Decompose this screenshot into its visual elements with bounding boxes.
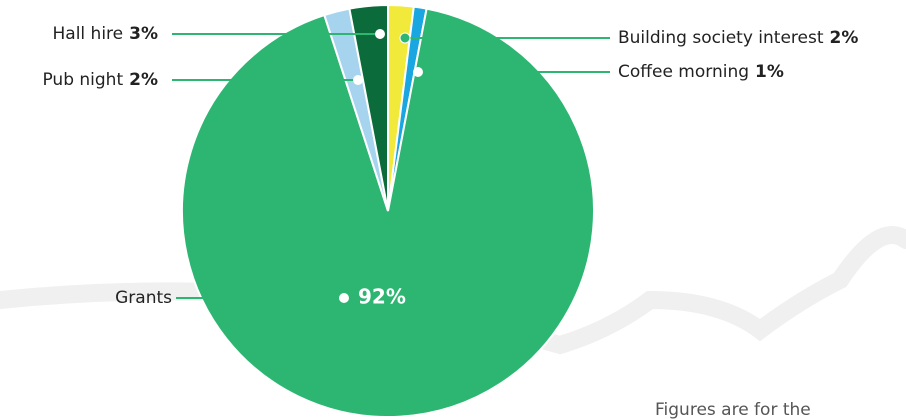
leader-dot xyxy=(375,29,385,39)
leader-dot xyxy=(413,67,423,77)
slice-label: Coffee morning 1% xyxy=(618,62,784,82)
value-label: 3% xyxy=(129,24,158,44)
leader-dot xyxy=(339,293,349,303)
value-label: 1% xyxy=(755,62,784,82)
leader-dot xyxy=(353,75,363,85)
slice-label: Pub night 2% xyxy=(42,70,158,90)
slice-label: Hall hire 3% xyxy=(53,24,159,44)
category-name: Pub night xyxy=(42,70,123,90)
value-label: 92% xyxy=(358,285,406,309)
category-name: Building society interest xyxy=(618,28,824,48)
pie-slice xyxy=(348,3,389,212)
slice-label: Building society interest 2% xyxy=(618,28,858,48)
note: Figures are for the xyxy=(655,400,811,419)
category-name: Hall hire xyxy=(53,24,124,44)
value-label: 2% xyxy=(830,28,859,48)
slice-label: Grants xyxy=(115,288,172,308)
value-label: 2% xyxy=(129,70,158,90)
pie-slice xyxy=(181,7,595,418)
leader-dot xyxy=(399,32,411,44)
category-name: Coffee morning xyxy=(618,62,749,82)
